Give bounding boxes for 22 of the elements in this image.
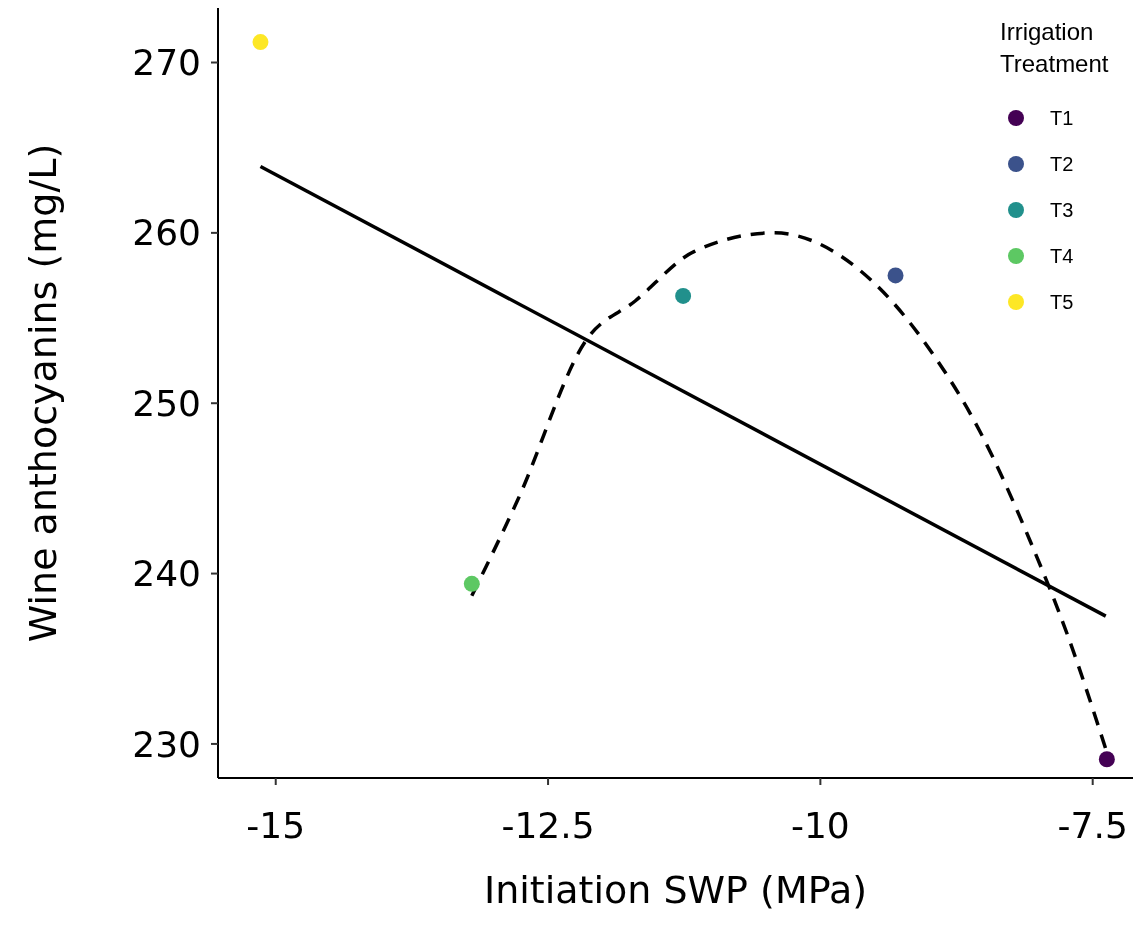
legend-title: Irrigation Treatment (1000, 18, 1109, 77)
point (887, 267, 904, 284)
y-tick-label: 250 (132, 382, 201, 424)
y-tick-label: 270 (132, 42, 201, 84)
x-tick-label: -15 (246, 805, 306, 846)
x-tick-label: -10 (790, 805, 850, 846)
y-tick-label: 230 (132, 723, 201, 765)
y-tick-label: 240 (132, 553, 201, 595)
x-axis-title: Initiation SWP (MPa) (483, 868, 868, 912)
point (463, 575, 480, 592)
legend-label: T5 (1050, 291, 1074, 313)
point (675, 287, 692, 304)
point (1098, 751, 1115, 768)
x-tick-label: -7.5 (1057, 805, 1128, 846)
legend-label: T2 (1050, 153, 1074, 175)
legend-label: T4 (1050, 245, 1074, 267)
legend-label: T1 (1050, 107, 1074, 129)
legend-label: T3 (1050, 199, 1074, 221)
y-axis-title: Wine anthocyanins (mg/L) (21, 143, 65, 643)
x-tick-label: -12.5 (501, 805, 595, 846)
y-tick-label: 260 (132, 212, 201, 254)
point (252, 34, 269, 51)
